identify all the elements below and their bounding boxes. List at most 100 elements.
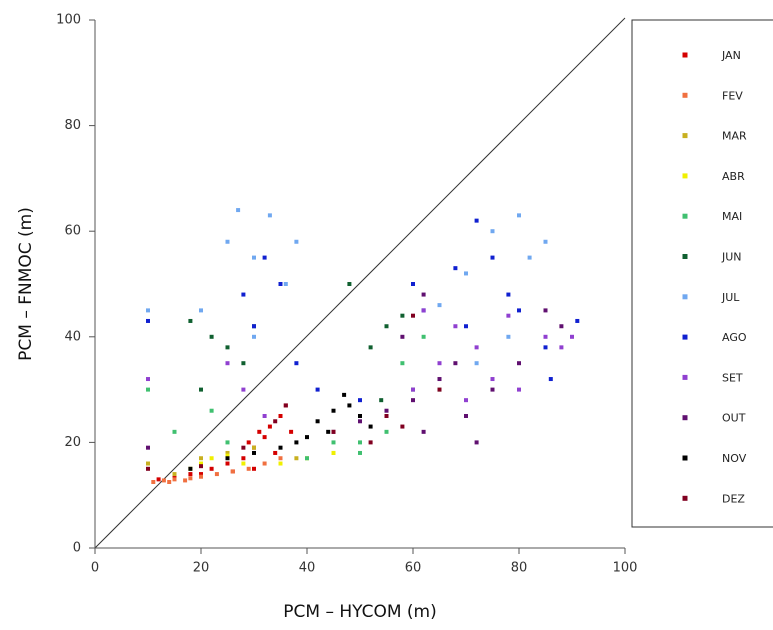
point bbox=[188, 466, 193, 471]
point bbox=[331, 450, 336, 455]
point bbox=[358, 414, 362, 418]
point bbox=[570, 334, 574, 339]
point bbox=[262, 461, 267, 466]
y-tick-label: 20 bbox=[64, 435, 81, 450]
y-tick-label: 80 bbox=[64, 118, 81, 133]
point bbox=[209, 334, 214, 339]
point bbox=[506, 334, 511, 339]
legend-label: DEZ bbox=[722, 492, 745, 505]
legend-marker bbox=[682, 455, 688, 461]
point bbox=[474, 218, 479, 223]
point bbox=[199, 472, 203, 477]
legend-label: MAR bbox=[722, 130, 747, 143]
legend-marker bbox=[682, 415, 688, 421]
point bbox=[384, 324, 389, 329]
point bbox=[543, 345, 548, 350]
point bbox=[146, 377, 150, 382]
point bbox=[384, 429, 389, 434]
point bbox=[278, 414, 283, 418]
point bbox=[464, 271, 468, 276]
point bbox=[188, 472, 193, 477]
point bbox=[347, 282, 352, 286]
legend-label: JUN bbox=[721, 251, 742, 264]
point bbox=[252, 324, 256, 329]
point bbox=[421, 308, 426, 313]
point bbox=[294, 239, 299, 244]
point bbox=[453, 266, 458, 271]
point bbox=[490, 229, 495, 234]
point bbox=[331, 440, 336, 445]
point bbox=[273, 419, 278, 424]
point bbox=[326, 429, 331, 434]
legend-label: NOV bbox=[722, 452, 747, 465]
point bbox=[411, 387, 415, 392]
point bbox=[421, 334, 426, 339]
point bbox=[278, 445, 283, 450]
point bbox=[267, 424, 272, 429]
point bbox=[146, 466, 150, 471]
point bbox=[331, 408, 336, 413]
point bbox=[146, 318, 150, 323]
legend-label: FEV bbox=[722, 89, 743, 102]
point bbox=[225, 440, 230, 445]
legend-marker bbox=[682, 294, 688, 300]
point bbox=[252, 466, 256, 471]
point bbox=[437, 387, 442, 392]
point bbox=[331, 429, 336, 434]
legend-marker bbox=[682, 334, 688, 340]
point bbox=[161, 478, 166, 483]
point bbox=[347, 403, 352, 408]
legend-label: OUT bbox=[722, 412, 746, 425]
point bbox=[342, 392, 347, 397]
legend-label: JUL bbox=[721, 291, 740, 304]
point bbox=[517, 308, 521, 313]
point bbox=[517, 387, 521, 392]
point bbox=[358, 419, 362, 424]
point bbox=[278, 461, 283, 466]
point bbox=[283, 403, 288, 408]
y-tick-label: 0 bbox=[73, 541, 81, 556]
x-tick-label: 40 bbox=[299, 561, 316, 576]
y-axis-label: PCM – FNMOC (m) bbox=[16, 207, 36, 361]
x-tick-label: 0 bbox=[91, 561, 99, 576]
point bbox=[358, 440, 362, 445]
point bbox=[241, 361, 246, 366]
point bbox=[400, 313, 405, 318]
y-tick-label: 60 bbox=[64, 224, 81, 239]
legend-label: JAN bbox=[721, 49, 741, 62]
point bbox=[278, 456, 283, 461]
point bbox=[506, 313, 511, 318]
point bbox=[437, 377, 442, 382]
point bbox=[368, 345, 373, 350]
point bbox=[241, 461, 246, 466]
point bbox=[146, 445, 150, 450]
point bbox=[400, 361, 405, 366]
point bbox=[437, 303, 442, 308]
x-tick-label: 60 bbox=[405, 561, 422, 576]
point bbox=[183, 478, 188, 483]
point bbox=[151, 480, 156, 484]
point bbox=[490, 387, 495, 392]
point bbox=[294, 361, 299, 366]
point bbox=[464, 398, 468, 403]
point bbox=[384, 414, 389, 418]
legend-label: ABR bbox=[722, 170, 745, 183]
point bbox=[252, 450, 256, 455]
point bbox=[252, 255, 256, 260]
point bbox=[315, 419, 320, 424]
point bbox=[517, 213, 521, 218]
point bbox=[188, 318, 193, 323]
legend-marker bbox=[682, 254, 688, 259]
legend-marker bbox=[682, 133, 688, 139]
point bbox=[199, 308, 203, 313]
point bbox=[453, 324, 458, 329]
point bbox=[305, 435, 309, 440]
point bbox=[262, 435, 267, 440]
point bbox=[146, 387, 150, 392]
point bbox=[246, 466, 251, 471]
point bbox=[172, 474, 177, 479]
point bbox=[453, 361, 458, 366]
legend-marker bbox=[682, 213, 688, 219]
point bbox=[289, 429, 294, 434]
